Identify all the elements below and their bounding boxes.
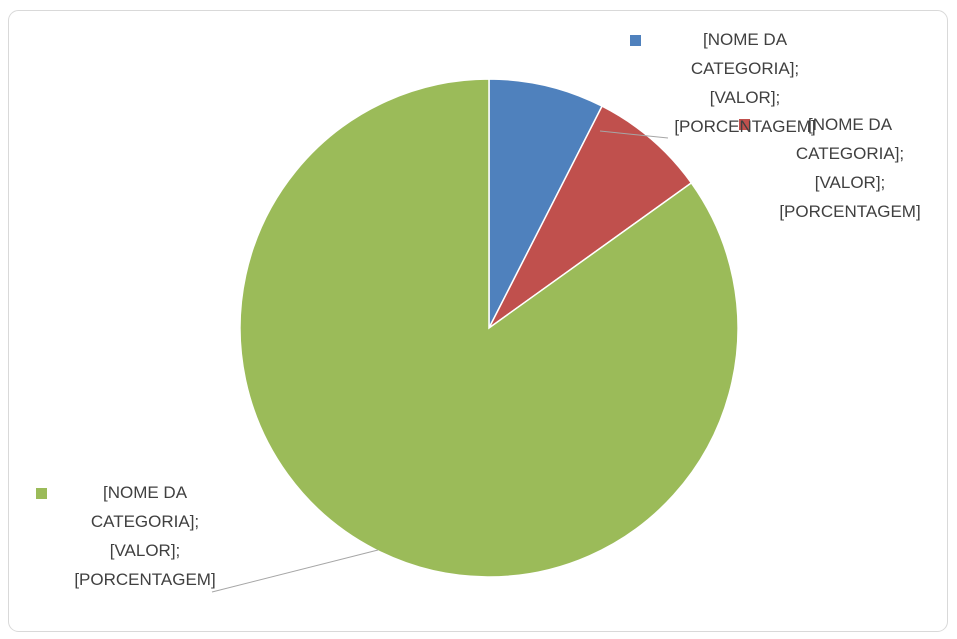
legend-swatch — [36, 488, 47, 499]
leader-line — [599, 130, 669, 139]
legend-swatch — [739, 119, 750, 130]
pie-slice — [488, 78, 604, 329]
data-label: [NOME DA CATEGORIA]; [VALOR]; [PORCENTAG… — [674, 30, 816, 136]
pie-slice — [239, 78, 739, 578]
legend-swatch — [630, 35, 641, 46]
leader-line — [211, 549, 379, 593]
data-label: [NOME DA CATEGORIA]; [VALOR]; [PORCENTAG… — [74, 483, 216, 589]
data-label: [NOME DA CATEGORIA]; [VALOR]; [PORCENTAG… — [779, 115, 921, 221]
pie-slice — [488, 105, 693, 329]
